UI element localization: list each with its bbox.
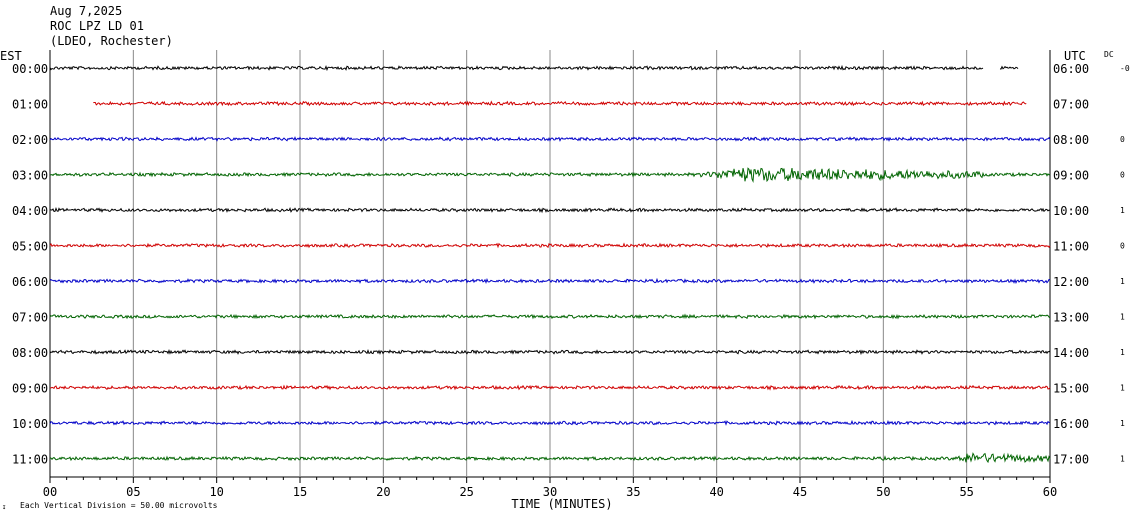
row-label-est: 08:00 [12,346,48,360]
x-tick-label: 10 [209,485,223,499]
seismogram-trace [49,242,1051,249]
seismogram-trace [49,452,1051,464]
seismogram-trace [49,136,1051,142]
x-tick-label: 35 [626,485,640,499]
row-label-utc: 07:00 [1053,98,1089,112]
row-label-est: 05:00 [12,240,48,254]
row-dc-value: 1 [1120,419,1125,428]
row-dc-value: 1 [1120,277,1125,286]
row-dc-value: 0 [1120,171,1125,180]
seismogram-trace [93,100,1027,107]
row-dc-value: 1 [1120,348,1125,357]
row-label-utc: 13:00 [1053,311,1089,325]
row-label-utc: 08:00 [1053,133,1089,147]
seismogram-trace [49,349,1051,356]
x-tick-label: 45 [793,485,807,499]
seismogram-trace [49,64,984,72]
scale-icon: ↧ [2,503,6,511]
row-dc-value: 1 [1120,455,1125,464]
row-label-utc: 10:00 [1053,204,1089,218]
row-label-est: 06:00 [12,275,48,289]
x-tick-label: 25 [459,485,473,499]
row-dc-value: 0 [1120,242,1125,251]
utc-header: UTC [1064,49,1086,63]
row-label-est: 11:00 [12,453,48,467]
station-label: ROC LPZ LD 01 [50,19,144,33]
grid-lines [49,50,1051,483]
row-label-est: 07:00 [12,311,48,325]
dc-header: DC [1104,50,1114,59]
row-dc-value: 1 [1120,384,1125,393]
row-label-est: 01:00 [12,98,48,112]
row-label-utc: 12:00 [1053,275,1089,289]
row-label-est: 00:00 [12,62,48,76]
row-label-utc: 11:00 [1053,240,1089,254]
est-header: EST [0,49,22,63]
scale-footnote: Each Vertical Division = 50.00 microvolt… [20,501,218,510]
x-tick-label: 40 [709,485,723,499]
date-label: Aug 7,2025 [50,4,123,18]
row-label-utc: 14:00 [1053,346,1089,360]
seismogram-trace [49,207,1051,214]
x-tick-label: 55 [959,485,973,499]
row-label-utc: 17:00 [1053,453,1089,467]
x-tick-label: 00 [43,485,57,499]
row-label-utc: 15:00 [1053,382,1089,396]
row-label-est: 10:00 [12,417,48,431]
seismogram-trace [49,419,1051,426]
row-dc-value: 0 [1120,135,1125,144]
x-tick-label: 20 [376,485,390,499]
row-label-est: 04:00 [12,204,48,218]
row-label-est: 09:00 [12,382,48,396]
seismogram-trace [49,313,1051,320]
seismogram-trace [49,277,1051,284]
seismogram-trace [49,384,1051,391]
x-tick-label: 60 [1043,485,1057,499]
row-label-est: 02:00 [12,133,48,147]
seismogram-trace [49,167,1051,184]
x-axis-title: TIME (MINUTES) [511,497,612,511]
row-dc-value: 1 [1120,313,1125,322]
row-label-utc: 09:00 [1053,169,1089,183]
row-dc-value: 1 [1120,206,1125,215]
x-tick-label: 50 [876,485,890,499]
network-label: (LDEO, Rochester) [50,34,173,48]
x-tick-label: 05 [126,485,140,499]
x-tick-label: 15 [293,485,307,499]
x-tick-label: 30 [543,485,557,499]
seismogram-traces [49,64,1051,464]
row-label-utc: 16:00 [1053,417,1089,431]
seismogram-trace [999,65,1019,70]
row-dc-value: -0 [1120,64,1130,73]
row-label-utc: 06:00 [1053,62,1089,76]
row-label-est: 03:00 [12,169,48,183]
